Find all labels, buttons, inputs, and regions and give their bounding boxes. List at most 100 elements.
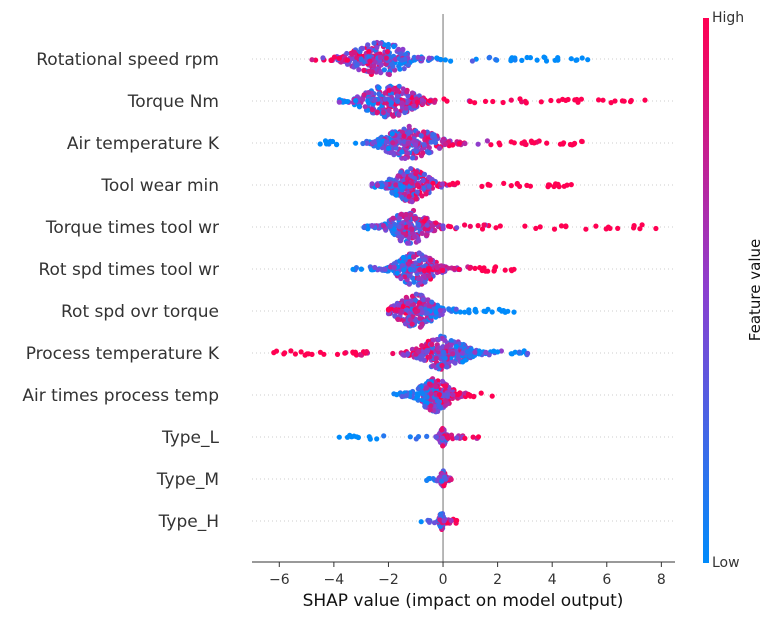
- shap-point: [415, 54, 421, 60]
- shap-point: [418, 133, 424, 139]
- shap-point: [414, 189, 420, 195]
- shap-point: [354, 62, 360, 68]
- shap-point: [511, 266, 517, 272]
- shap-point: [423, 191, 429, 197]
- shap-point: [579, 55, 585, 61]
- feature-points: [350, 250, 517, 288]
- shap-point: [369, 107, 375, 113]
- shap-point: [358, 56, 364, 62]
- shap-point: [361, 92, 367, 98]
- feature-points: [418, 510, 460, 533]
- shap-point: [407, 434, 413, 440]
- shap-point: [472, 265, 478, 271]
- shap-point: [467, 223, 473, 229]
- shap-point: [387, 149, 393, 156]
- shap-point: [443, 383, 449, 389]
- shap-point: [612, 98, 618, 104]
- shap-point: [365, 90, 371, 96]
- shap-point: [416, 257, 422, 264]
- shap-point: [488, 142, 494, 148]
- shap-point: [548, 97, 554, 104]
- shap-point: [394, 87, 401, 94]
- shap-point: [390, 113, 396, 119]
- shap-point: [430, 337, 436, 343]
- shap-point: [456, 266, 462, 272]
- shap-point: [391, 264, 397, 270]
- shap-point: [444, 98, 450, 104]
- shap-point: [420, 55, 426, 61]
- shap-point: [423, 385, 430, 391]
- shap-point: [571, 141, 577, 147]
- shap-point: [555, 182, 561, 188]
- shap-point: [608, 100, 614, 106]
- shap-point: [317, 349, 323, 355]
- shap-point: [433, 309, 439, 315]
- x-tick-label: −2: [378, 572, 399, 588]
- shap-point: [353, 140, 359, 146]
- shap-point: [538, 99, 544, 105]
- shap-point: [376, 142, 382, 148]
- feature-labels: Rotational speed rpm Torque Nm Air tempera…: [22, 50, 219, 532]
- shap-point: [404, 150, 411, 156]
- shap-point: [358, 266, 364, 272]
- shap-point: [469, 58, 475, 64]
- shap-point: [479, 226, 486, 232]
- shap-point: [423, 349, 429, 355]
- shap-point: [447, 182, 453, 188]
- shap-point: [374, 109, 380, 115]
- shap-point: [399, 393, 405, 400]
- shap-point: [440, 349, 446, 355]
- shap-point: [436, 402, 442, 409]
- shap-point: [440, 443, 446, 449]
- shap-point: [386, 107, 392, 113]
- shap-point: [414, 99, 421, 105]
- shap-point: [398, 51, 404, 57]
- shap-point: [470, 434, 476, 440]
- points-layer: [271, 39, 659, 533]
- shap-point: [409, 321, 415, 327]
- shap-point: [389, 189, 395, 195]
- shap-point: [439, 378, 446, 384]
- shap-point: [500, 99, 506, 106]
- shap-point: [438, 512, 444, 518]
- shap-point: [579, 138, 585, 145]
- feature-points: [369, 166, 574, 205]
- shap-point: [564, 182, 570, 188]
- shap-point: [390, 215, 396, 221]
- shap-point: [452, 360, 458, 366]
- shap-point: [557, 141, 564, 147]
- shap-point: [653, 225, 659, 232]
- feature-points: [336, 83, 648, 120]
- shap-point: [336, 99, 342, 105]
- shap-point: [421, 142, 427, 148]
- shap-point: [429, 223, 435, 229]
- shap-point: [450, 392, 456, 398]
- shap-point: [404, 240, 411, 246]
- shap-point: [389, 61, 395, 67]
- shap-point: [537, 224, 543, 230]
- shap-point: [420, 297, 426, 303]
- shap-point: [429, 341, 435, 347]
- shap-point: [417, 315, 423, 321]
- shap-point: [434, 264, 440, 271]
- shap-point: [517, 96, 523, 102]
- shap-point: [411, 279, 417, 285]
- shap-point: [628, 97, 634, 104]
- shap-point: [477, 265, 483, 271]
- shap-point: [437, 145, 443, 151]
- shap-point: [433, 220, 439, 226]
- shap-point: [543, 58, 550, 64]
- shap-point: [392, 222, 398, 228]
- shap-point: [379, 183, 385, 189]
- shap-point: [344, 99, 351, 105]
- shap-point: [371, 63, 377, 69]
- shap-point: [413, 148, 419, 154]
- shap-point: [511, 309, 517, 315]
- shap-point: [563, 97, 569, 103]
- feature-label: Rot spd ovr torque: [61, 302, 219, 322]
- shap-point: [392, 313, 398, 319]
- shap-point: [429, 299, 435, 305]
- shap-point: [401, 66, 407, 72]
- shap-point: [481, 308, 487, 314]
- shap-point: [424, 310, 430, 316]
